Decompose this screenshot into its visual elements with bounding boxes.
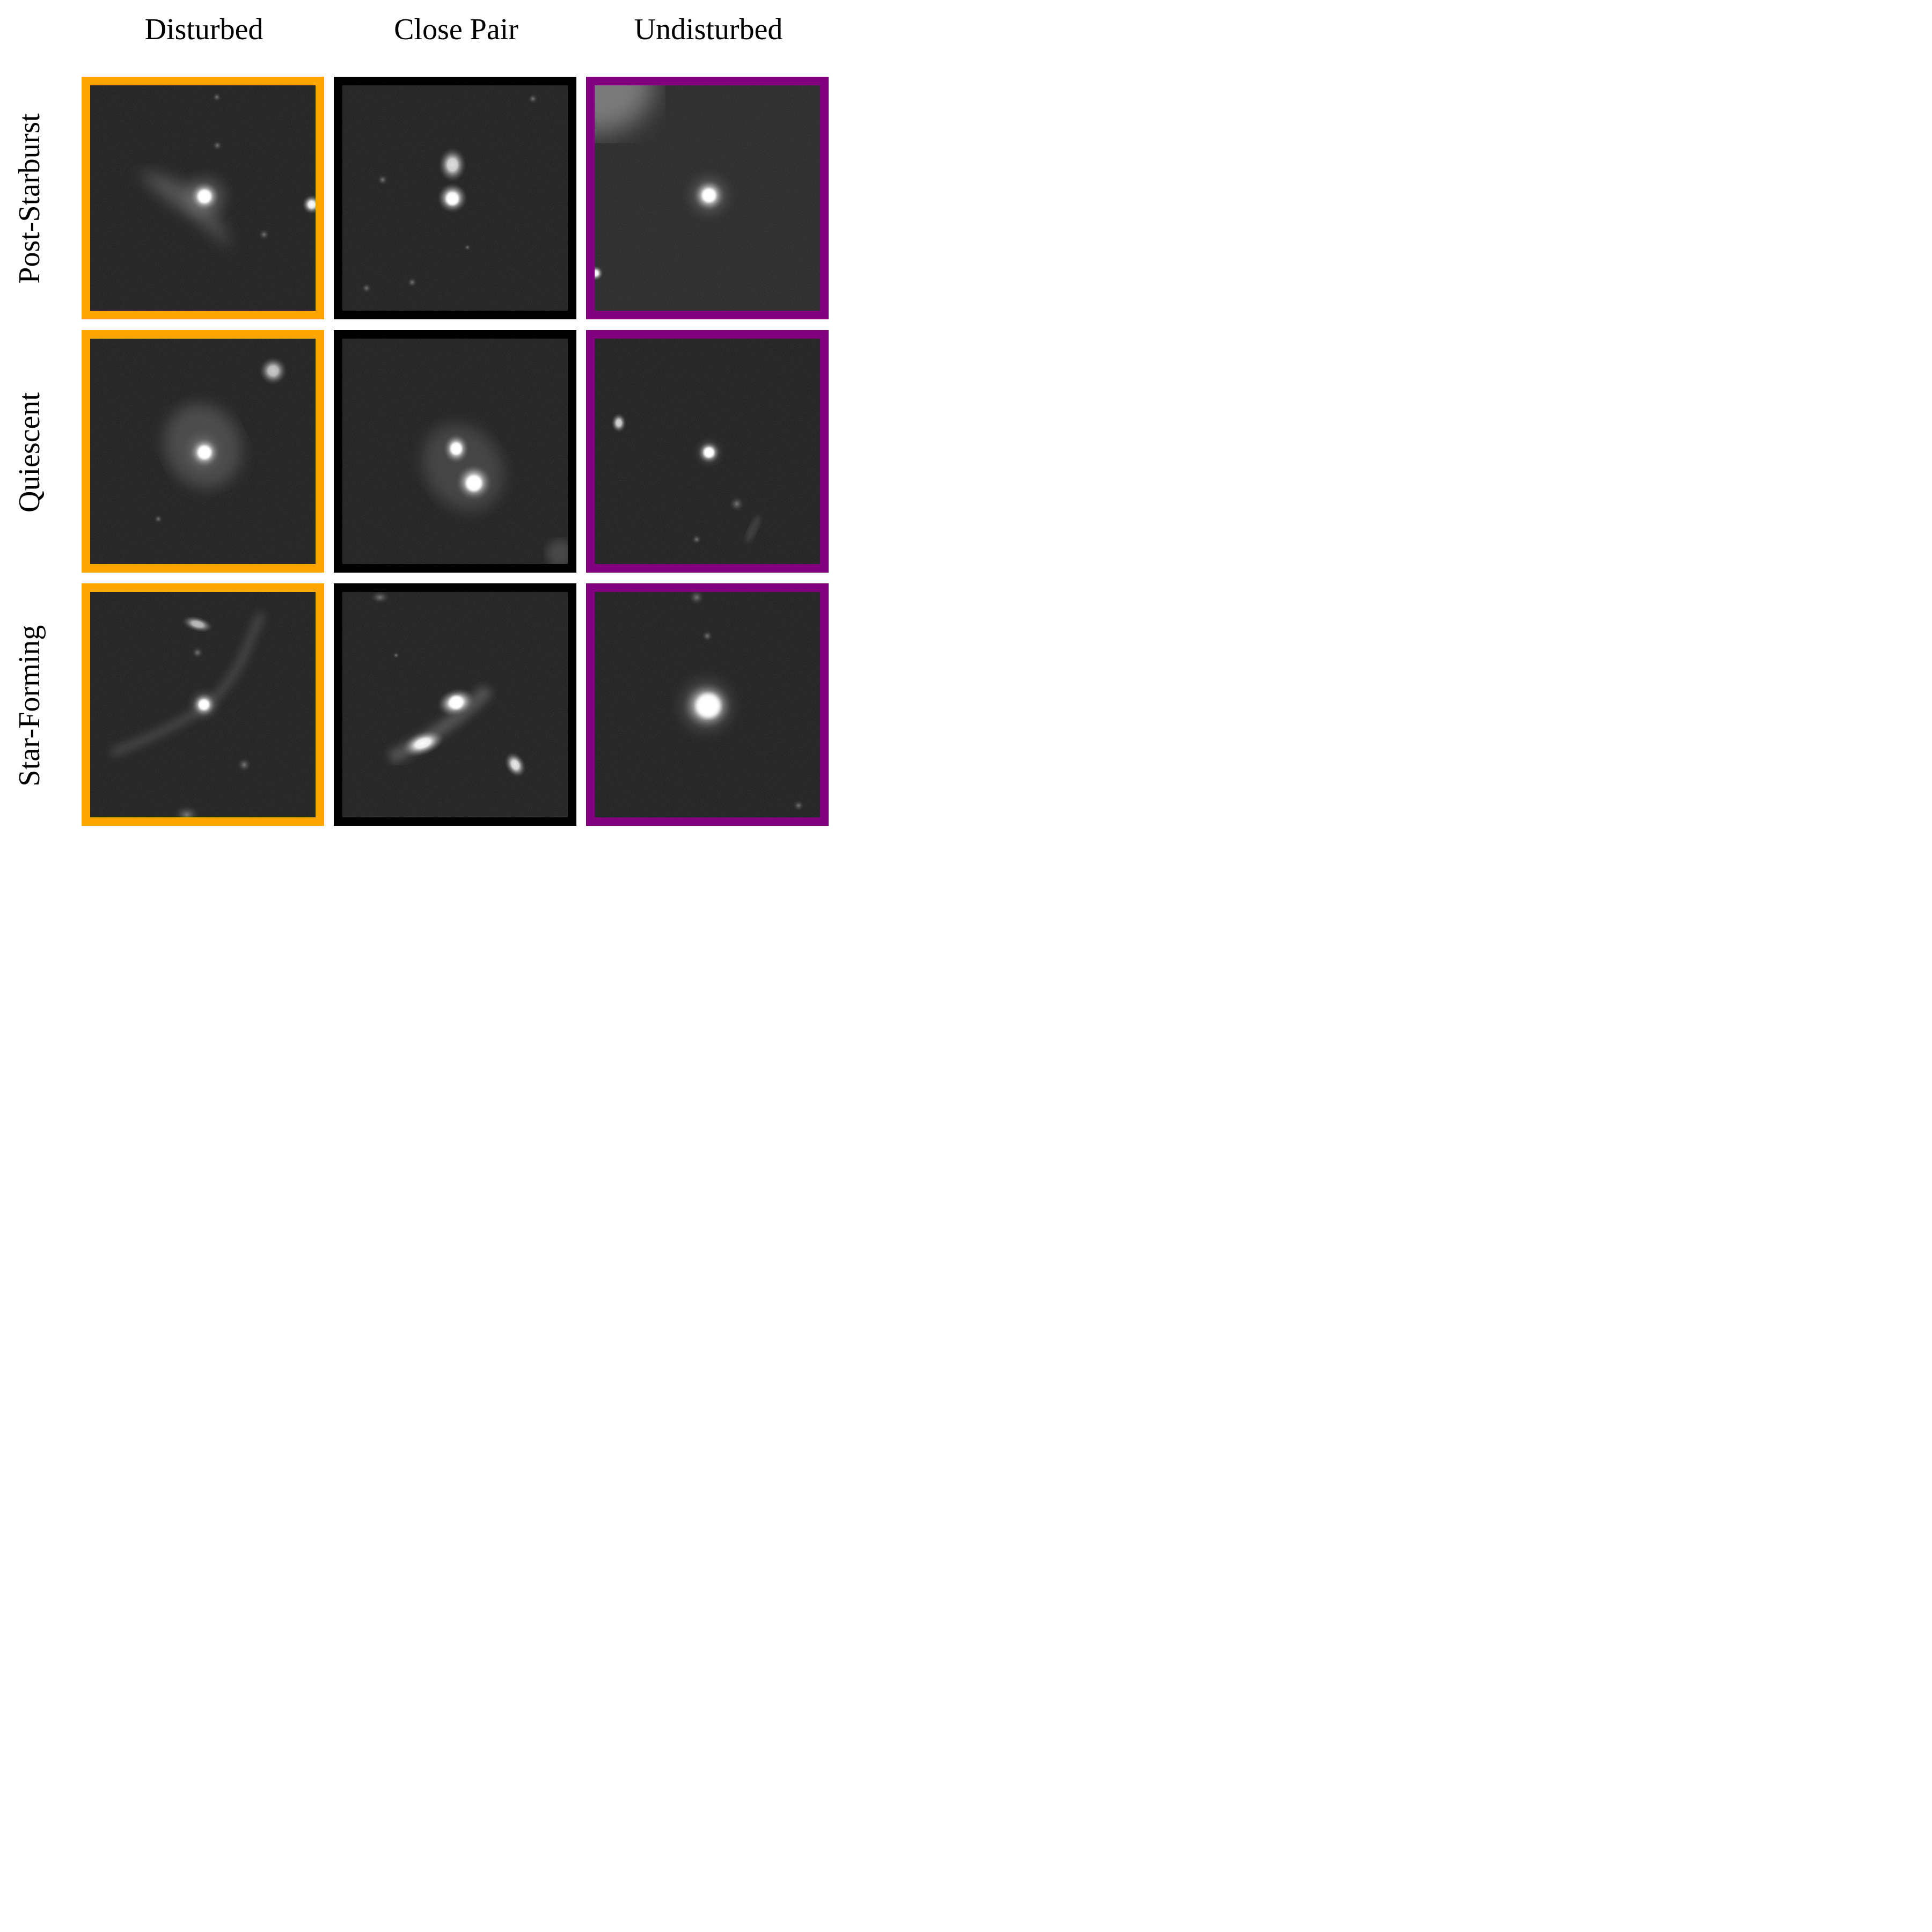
galaxy-image: [342, 85, 568, 311]
row-label-post-starburst: Post-Starburst: [13, 113, 46, 284]
panel-star-forming-close-pair: [334, 583, 576, 826]
galaxy-image: [90, 339, 316, 564]
panel-quiescent-disturbed: [82, 330, 324, 573]
panel-post-starburst-disturbed: [82, 77, 324, 319]
panel-star-forming-undisturbed: [586, 583, 829, 826]
panel-star-forming-disturbed: [82, 583, 324, 826]
galaxy-image: [90, 592, 316, 817]
galaxy-image: [342, 339, 568, 564]
column-header-disturbed: Disturbed: [144, 13, 264, 46]
panel-quiescent-close-pair: [334, 330, 576, 573]
panel-post-starburst-undisturbed: [586, 77, 829, 319]
column-header-undisturbed: Undisturbed: [634, 13, 783, 46]
row-label-quiescent: Quiescent: [13, 392, 46, 513]
row-label-star-forming: Star-Forming: [13, 625, 46, 787]
galaxy-image: [595, 339, 820, 564]
panel-post-starburst-close-pair: [334, 77, 576, 319]
galaxy-image: [595, 85, 820, 311]
column-header-close-pair: Close Pair: [394, 13, 518, 46]
galaxy-image: [90, 85, 316, 311]
galaxy-image: [595, 592, 820, 817]
galaxy-image: [342, 592, 568, 817]
panel-quiescent-undisturbed: [586, 330, 829, 573]
